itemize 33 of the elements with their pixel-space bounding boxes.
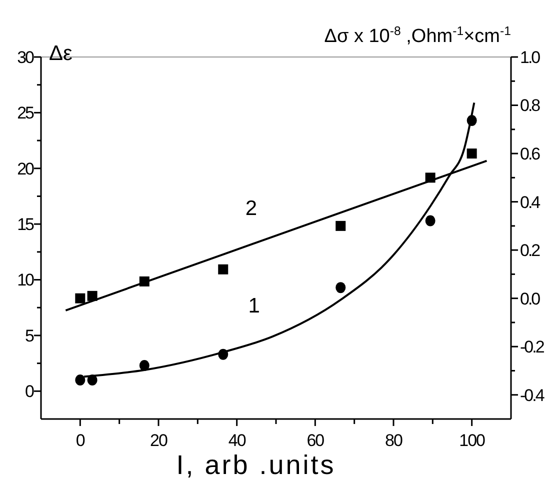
y-axis-title: Δε <box>49 42 72 65</box>
x-axis-title: I, arb .units <box>176 450 336 480</box>
y-tick-label: 10 <box>17 270 34 290</box>
x-tick-label: 0 <box>76 431 85 450</box>
x-tick-label: 20 <box>150 431 168 450</box>
point <box>75 374 86 386</box>
y2-tick-label: -0.2 <box>520 338 544 357</box>
y-tick-label: 15 <box>17 215 34 234</box>
y2-tick-label: 0.0 <box>520 289 540 308</box>
y-tick-label: 0 <box>25 382 34 402</box>
point <box>425 215 436 226</box>
y2-tick-label: 0.8 <box>520 96 540 116</box>
y2-tick-label: -0.4 <box>520 386 544 405</box>
series-label: 2 <box>245 196 258 220</box>
y2-axis-title: Δσ x 10$^{-8}$ ,Ohm$^{-1}$×cm$^{-1}$ <box>324 24 512 47</box>
x-tick-label: 80 <box>385 431 402 450</box>
y-tick-label: 5 <box>25 326 34 346</box>
point <box>75 293 86 304</box>
y-tick-label: 25 <box>17 104 34 123</box>
series-label: 1 <box>248 294 260 318</box>
x-tick-label: 60 <box>306 431 324 450</box>
point <box>336 220 346 231</box>
y2-tick-label: 0.2 <box>520 241 540 260</box>
y2-tick-label: 0.6 <box>520 144 540 164</box>
y-tick-label: 30 <box>17 48 34 67</box>
point <box>336 282 346 294</box>
y-tick-label: 20 <box>17 159 34 178</box>
point <box>466 148 477 159</box>
x-tick-label: 40 <box>228 431 246 450</box>
point <box>218 264 228 274</box>
x-tick-label: 100 <box>459 431 486 450</box>
y2-tick-label: 1.0 <box>520 48 540 67</box>
y2-tick-label: 0.4 <box>520 192 540 212</box>
